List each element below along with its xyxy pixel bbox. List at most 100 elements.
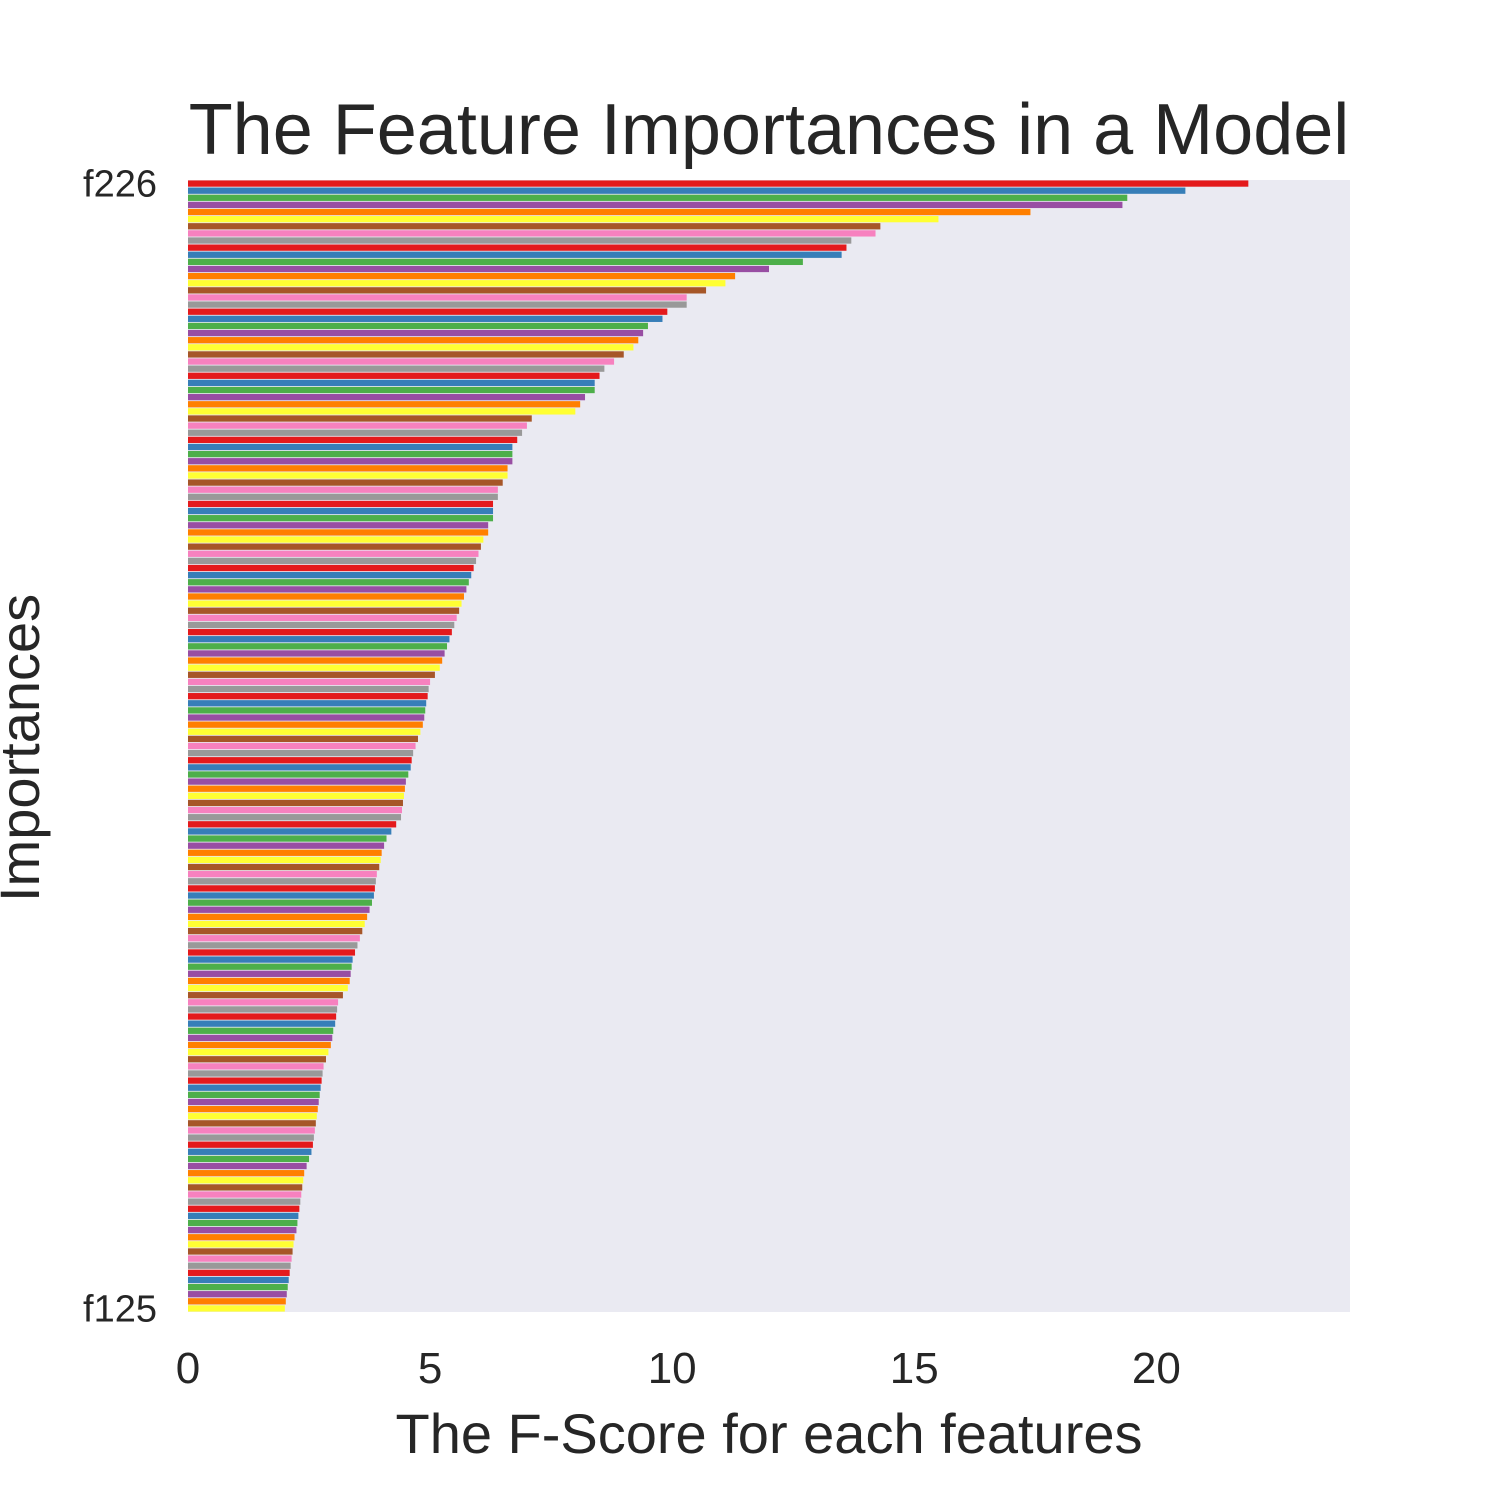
bar xyxy=(188,999,339,1006)
bar xyxy=(188,778,406,785)
bar xyxy=(188,728,421,735)
bar xyxy=(188,771,409,778)
bar xyxy=(188,1020,336,1027)
bar xyxy=(188,657,443,664)
bar xyxy=(188,1120,316,1127)
bar xyxy=(188,814,402,821)
bar xyxy=(188,208,1031,216)
bar xyxy=(188,792,404,799)
bar xyxy=(188,1255,292,1262)
bar xyxy=(188,572,472,579)
bar xyxy=(188,949,356,956)
bar xyxy=(188,1084,321,1091)
bar xyxy=(188,358,615,365)
bar xyxy=(188,621,455,629)
bar xyxy=(188,450,513,458)
bar xyxy=(188,871,377,878)
bar xyxy=(188,593,464,600)
bar xyxy=(188,258,803,266)
bar xyxy=(188,230,876,237)
bar xyxy=(188,636,450,643)
bar xyxy=(188,614,457,621)
bar xyxy=(188,821,397,828)
bar xyxy=(188,678,431,686)
bar xyxy=(188,906,370,913)
bar xyxy=(188,828,392,835)
y-tick-label: f226 xyxy=(83,164,157,206)
x-tick-label: 15 xyxy=(890,1344,939,1393)
bar xyxy=(188,1141,313,1148)
bar xyxy=(188,742,416,750)
bar xyxy=(188,429,523,436)
bar xyxy=(188,1105,318,1113)
bar xyxy=(188,885,375,892)
bar xyxy=(188,365,605,372)
bar xyxy=(188,899,372,906)
bar xyxy=(188,785,405,792)
bar xyxy=(188,714,425,721)
bar xyxy=(188,251,842,258)
bar xyxy=(188,628,452,636)
bar xyxy=(188,472,508,479)
bar xyxy=(188,322,648,330)
bar xyxy=(188,265,769,273)
bar xyxy=(188,1262,291,1269)
bar xyxy=(188,700,427,707)
bar xyxy=(188,500,494,508)
bar xyxy=(188,579,469,586)
bar xyxy=(188,842,385,849)
bar xyxy=(188,401,581,408)
bar xyxy=(188,757,412,764)
x-tick-label: 5 xyxy=(418,1344,442,1393)
bar xyxy=(188,1113,317,1120)
bar xyxy=(188,180,1249,187)
bar xyxy=(188,372,600,379)
bar xyxy=(188,1205,300,1212)
bar xyxy=(188,394,586,401)
bar xyxy=(188,493,498,500)
bar xyxy=(188,1041,331,1049)
bar xyxy=(188,1134,314,1141)
bar xyxy=(188,187,1186,194)
bar xyxy=(188,1148,312,1155)
bar xyxy=(188,927,363,935)
bar xyxy=(188,194,1128,201)
bar xyxy=(188,1013,337,1020)
bar xyxy=(188,693,428,700)
bar xyxy=(188,543,481,550)
bar xyxy=(188,1162,307,1170)
bar xyxy=(188,223,881,230)
bar xyxy=(188,1283,288,1291)
bar xyxy=(188,1305,285,1312)
bar xyxy=(188,1098,319,1106)
bar xyxy=(188,1177,304,1184)
bar xyxy=(188,977,350,985)
bar xyxy=(188,465,508,472)
bar xyxy=(188,1170,305,1177)
bar xyxy=(188,1269,290,1276)
x-tick-label: 20 xyxy=(1132,1344,1181,1393)
bar xyxy=(188,351,624,358)
bar xyxy=(188,1191,302,1198)
bar xyxy=(188,650,445,657)
bar xyxy=(188,1298,286,1305)
bar xyxy=(188,1198,301,1205)
bar xyxy=(188,835,387,842)
bar xyxy=(188,721,423,728)
bar xyxy=(188,280,726,287)
bar xyxy=(188,536,484,543)
bar xyxy=(188,237,852,244)
bar xyxy=(188,201,1123,209)
bar xyxy=(188,956,353,963)
bar xyxy=(188,878,376,885)
bar xyxy=(188,529,489,536)
x-axis-label: The F-Score for each features xyxy=(395,1402,1143,1465)
bar xyxy=(188,458,513,465)
bar xyxy=(188,329,644,337)
bar xyxy=(188,1056,326,1063)
bar xyxy=(188,600,462,607)
y-axis-label: Importances xyxy=(0,593,51,902)
bar xyxy=(188,422,527,429)
bar xyxy=(188,415,532,422)
